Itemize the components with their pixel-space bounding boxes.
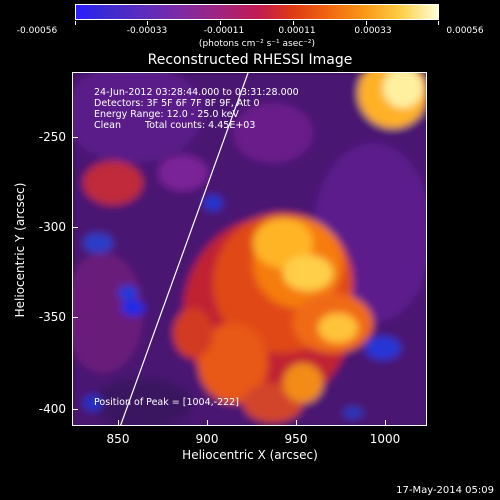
x-tick — [207, 420, 208, 426]
colorbar-label: 0.00056 — [446, 26, 484, 36]
colorbar-tick — [438, 21, 439, 25]
y-tick — [72, 317, 78, 318]
y-tick — [72, 409, 78, 410]
colorbar-tick — [75, 21, 76, 25]
colorbar — [75, 4, 439, 20]
x-tick-label: 900 — [195, 432, 219, 446]
y-tick-label: -250 — [38, 130, 66, 144]
x-tick — [385, 420, 386, 426]
solar-image-plot — [72, 72, 427, 426]
colorbar-label: 0.00011 — [278, 26, 316, 36]
x-tick — [296, 420, 297, 426]
image-title: Reconstructed RHESSI Image — [147, 52, 353, 68]
colorbar-units: (photons cm⁻² s⁻¹ asec⁻²) — [198, 39, 316, 49]
y-axis-label: Heliocentric Y (arcsec) — [13, 182, 27, 318]
colorbar-tick — [220, 21, 221, 25]
colorbar-label: -0.00011 — [203, 26, 245, 36]
colorbar-tick — [293, 21, 294, 25]
colorbar-tick — [366, 21, 367, 25]
time-range-text: 24-Jun-2012 03:28:44.000 to 03:31:28.000 — [94, 87, 299, 98]
colorbar-label: -0.00033 — [126, 26, 168, 36]
y-tick — [72, 227, 78, 228]
solar-heatmap — [73, 73, 426, 425]
solar-limb-line — [120, 73, 249, 425]
flare-emission — [73, 73, 426, 425]
y-tick-label: -400 — [38, 402, 66, 416]
x-tick-label: 950 — [284, 432, 308, 446]
algorithm-text: Clean — [94, 120, 121, 131]
x-axis-label: Heliocentric X (arcsec) — [182, 448, 318, 462]
footer-date: 17-May-2014 05:09 — [396, 485, 494, 496]
y-tick-label: -350 — [38, 310, 66, 324]
colorbar-label: 0.00033 — [354, 26, 392, 36]
y-tick — [72, 137, 78, 138]
x-tick-label: 850 — [106, 432, 130, 446]
colorbar-tick — [147, 21, 148, 25]
y-tick-label: -300 — [38, 220, 66, 234]
energy-range-text: Energy Range: 12.0 - 25.0 keV — [94, 109, 239, 120]
detectors-text: Detectors: 3F 5F 6F 7F 8F 9F, Att 0 — [94, 98, 260, 109]
x-tick — [118, 420, 119, 426]
total-counts-text: Total counts: 4.45E+03 — [145, 120, 256, 131]
x-tick-label: 1000 — [369, 432, 401, 446]
peak-position-text: Position of Peak = [1004,-222] — [94, 397, 239, 408]
colorbar-label: -0.00056 — [16, 26, 58, 36]
